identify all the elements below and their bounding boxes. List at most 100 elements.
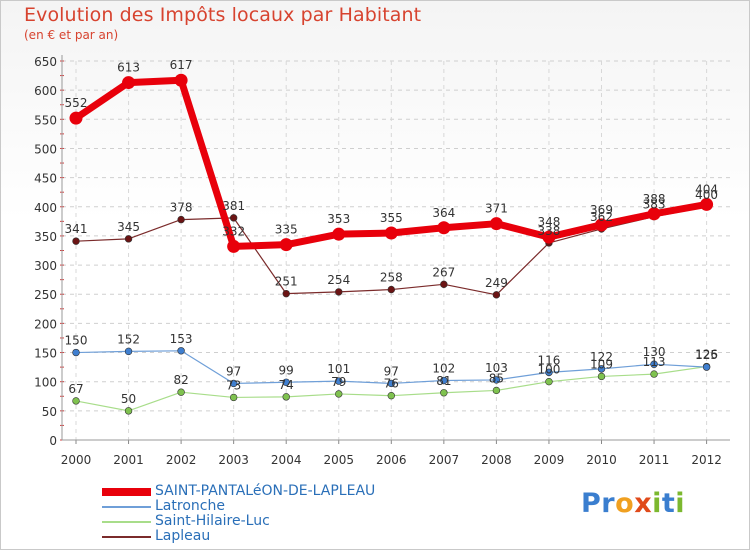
y-tick-label: 550 [34, 113, 57, 127]
data-point [69, 111, 83, 125]
x-tick-label: 2011 [639, 453, 670, 467]
data-point [440, 376, 448, 385]
data-label: 50 [121, 392, 136, 406]
data-label: 617 [170, 58, 193, 72]
data-point [72, 348, 80, 357]
data-point [387, 285, 395, 294]
data-label: 103 [485, 361, 508, 375]
data-label: 251 [275, 275, 298, 289]
chart-legend: SAINT-PANTALéON-DE-LAPLEAU Latronche Saint… [102, 484, 375, 544]
data-point [335, 390, 343, 398]
data-label: 152 [117, 332, 140, 346]
y-tick-label: 450 [34, 172, 57, 186]
data-label: 150 [65, 334, 88, 348]
data-point [650, 360, 658, 368]
data-point [545, 368, 553, 377]
legend-swatch [102, 520, 151, 523]
legend-label: Saint-Hilaire-Luc [155, 513, 270, 529]
x-tick-label: 2000 [61, 453, 92, 467]
y-tick-label: 500 [34, 142, 57, 156]
data-label: 97 [226, 364, 241, 378]
x-tick-label: 2012 [691, 453, 722, 467]
data-point [492, 376, 501, 384]
data-label: 109 [590, 357, 613, 371]
data-label: 355 [380, 211, 403, 225]
data-point [595, 218, 608, 232]
data-label: 130 [643, 345, 666, 359]
data-label: 552 [65, 96, 88, 110]
chart-title: Evolution des Impôts locaux par Habitant [24, 4, 422, 26]
y-tick-label: 300 [34, 259, 57, 273]
data-label: 126 [695, 348, 718, 362]
data-label: 122 [590, 350, 613, 364]
x-tick-label: 2004 [271, 453, 302, 467]
data-point [489, 217, 503, 231]
data-label: 362 [590, 210, 613, 224]
data-point [440, 389, 448, 397]
data-point [384, 226, 398, 240]
y-tick-label: 650 [34, 55, 57, 69]
legend-label: SAINT-PANTALéON-DE-LAPLEAU [155, 483, 376, 499]
logo-letter: x [634, 488, 653, 519]
data-label: 82 [173, 373, 188, 387]
logo-letter: r [601, 488, 616, 519]
data-point [387, 379, 395, 388]
data-label: 371 [485, 202, 508, 216]
data-point [335, 377, 343, 385]
legend-item: Saint-Hilaire-Luc [102, 514, 375, 529]
y-tick-label: 50 [42, 405, 57, 419]
legend-item: Lapleau [102, 529, 375, 544]
y-tick-label: 150 [34, 347, 57, 361]
logo-letter: i [652, 488, 662, 519]
data-point [229, 379, 238, 388]
data-point [492, 386, 501, 395]
y-tick-label: 350 [34, 230, 57, 244]
data-point [437, 221, 451, 235]
legend-swatch [102, 487, 151, 496]
data-label: 153 [170, 332, 193, 346]
data-point [177, 347, 185, 355]
data-point [227, 239, 241, 253]
data-label: 102 [432, 362, 455, 376]
data-label: 79 [331, 375, 346, 389]
legend-label: Lapleau [155, 528, 211, 544]
y-tick-label: 400 [34, 201, 57, 215]
data-point [177, 388, 185, 396]
x-tick-label: 2003 [218, 453, 249, 467]
data-label: 388 [643, 192, 666, 206]
data-label: 249 [485, 276, 508, 290]
legend-item: Latronche [102, 499, 375, 514]
data-point [700, 197, 714, 211]
data-label: 67 [68, 382, 83, 396]
data-label: 258 [380, 271, 403, 285]
data-label: 116 [537, 353, 560, 367]
data-label: 383 [643, 198, 666, 212]
legend-swatch [102, 535, 151, 538]
y-tick-label: 250 [34, 288, 57, 302]
y-tick-label: 200 [34, 317, 57, 331]
data-label: 125 [695, 348, 718, 362]
x-tick-label: 2001 [113, 453, 144, 467]
data-label: 254 [327, 273, 350, 287]
data-point [122, 76, 136, 90]
data-point [282, 393, 290, 401]
y-tick-label: 100 [34, 376, 57, 390]
data-label: 101 [327, 362, 350, 376]
data-point [650, 370, 658, 378]
data-label: 364 [432, 206, 455, 220]
data-label: 113 [643, 355, 666, 369]
data-label: 74 [279, 378, 294, 392]
data-label: 348 [537, 215, 560, 229]
proxiti-logo: Proxiti [581, 488, 685, 519]
x-tick-label: 2005 [323, 453, 354, 467]
logo-letter: t [661, 488, 676, 519]
x-tick-label: 2006 [376, 453, 407, 467]
data-point [597, 372, 606, 381]
data-label: 73 [226, 378, 241, 392]
data-point [279, 238, 293, 252]
logo-letter: P [581, 488, 602, 519]
data-point [174, 73, 188, 87]
data-label: 97 [384, 364, 399, 378]
data-point [335, 288, 343, 296]
